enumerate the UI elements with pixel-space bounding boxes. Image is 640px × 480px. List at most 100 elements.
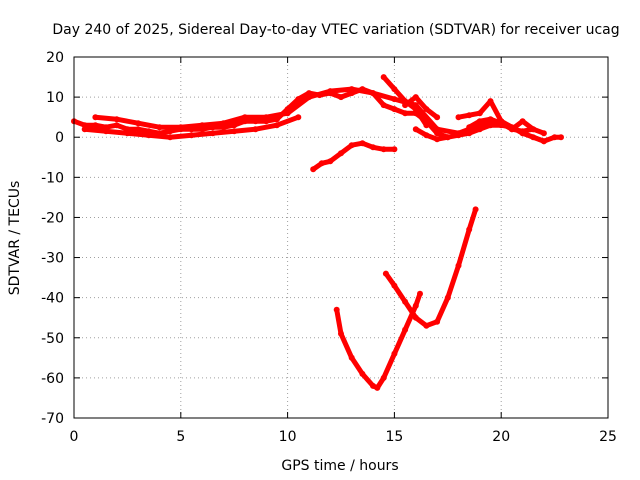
y-tick-label: 0 [55,130,64,146]
data-point [310,166,317,173]
data-point [252,126,259,133]
data-point [391,86,398,93]
data-point [434,126,441,133]
data-point [455,114,462,121]
data-point [444,134,451,141]
data-point [423,106,430,113]
data-point [434,136,441,143]
data-point [124,130,131,137]
data-point [284,110,291,117]
data-point [318,160,325,167]
data-point [444,294,451,301]
data-point [348,86,355,93]
data-point [412,94,419,101]
data-point [92,122,99,129]
x-tick-label: 20 [492,429,510,445]
data-point [412,126,419,133]
data-point [402,298,409,305]
data-point [380,74,387,81]
data-point [402,102,409,109]
data-point [333,306,340,313]
data-point [466,226,473,233]
x-tick-label: 0 [70,429,79,445]
data-point [156,124,163,131]
data-point [359,370,366,377]
y-tick-label: -20 [41,210,64,226]
data-point [263,114,270,121]
y-tick-label: -40 [41,291,64,307]
data-point [167,134,174,141]
data-point [177,124,184,131]
data-point [135,120,142,127]
data-point [338,330,344,337]
series-branch-e [413,126,451,142]
data-point [199,122,206,129]
data-point [558,134,564,141]
data-point [455,130,462,137]
grid-lines [74,57,608,418]
data-point [295,96,302,103]
data-point [348,354,355,361]
axis-ticks: 0 5 10 15 20 25 20 10 0 -10 -20 -30 -40 -50 -60 -70 [41,50,617,445]
x-tick-label: 5 [176,429,185,445]
y-tick-label: 20 [46,50,64,66]
data-point [348,142,355,149]
data-point [423,322,430,329]
data-point [455,262,462,269]
data-point [402,326,409,333]
data-point [231,122,238,129]
data-point [519,118,526,125]
data-point [359,140,366,147]
data-point [338,150,344,157]
x-tick-label: 15 [385,429,403,445]
data-point [519,128,526,135]
series-branch-b [402,94,440,120]
data-point [466,112,473,119]
data-point [391,350,398,357]
data-point [423,122,430,129]
data-point [391,282,398,289]
data-point [423,132,430,139]
data-point [273,122,280,129]
data-point [412,106,419,113]
data-point [338,94,344,101]
data-point [498,120,505,127]
series-u-curve [383,206,479,329]
data-point [113,116,120,123]
x-tick-label: 10 [279,429,297,445]
data-point [295,114,302,121]
data-point [113,122,120,129]
data-point [370,144,376,151]
y-tick-label: -10 [41,170,64,186]
data-point [434,318,441,325]
data-point [103,128,109,135]
y-tick-label: -60 [41,371,64,387]
plot-frame [73,56,609,419]
data-point [476,110,483,117]
data-point [412,302,419,309]
data-point [540,138,547,145]
data-series [71,74,564,391]
y-tick-label: -70 [41,411,64,427]
data-point [327,88,334,95]
data-point [241,114,248,121]
data-point [382,270,389,277]
y-tick-label: 10 [46,90,64,106]
data-point [209,130,216,137]
data-point [374,384,381,391]
data-point [391,106,398,113]
x-axis-label: GPS time / hours [281,458,398,474]
y-tick-label: -30 [41,251,64,267]
data-point [391,96,398,103]
y-axis-label: SDTVAR / TECUs [7,181,23,296]
data-point [370,90,376,97]
data-point [487,116,494,123]
data-point [306,94,312,101]
data-point [220,120,227,127]
x-tick-label: 25 [599,429,617,445]
data-point [487,98,494,105]
data-point [540,130,547,137]
data-point [81,126,88,133]
data-point [402,110,409,117]
